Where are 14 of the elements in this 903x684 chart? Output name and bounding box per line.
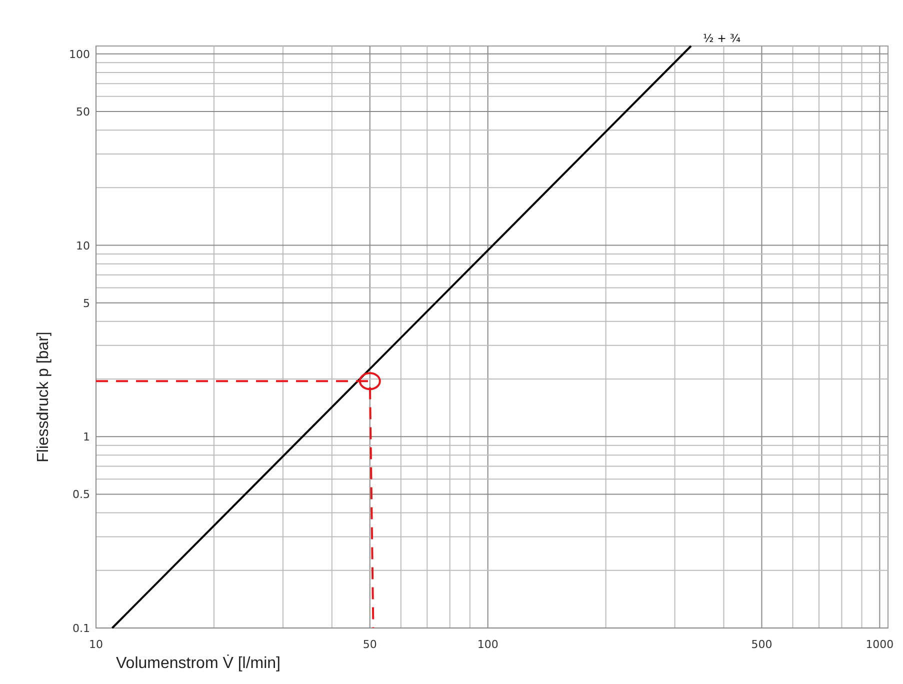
y-tick-label: 100 (69, 48, 90, 61)
y-tick-label: 50 (76, 106, 90, 119)
x-axis-title: Volumenstrom V̇ [l/min] (116, 654, 280, 672)
x-tick-label: 1000 (866, 638, 894, 651)
y-tick-label: 10 (76, 239, 90, 252)
y-tick-label: 5 (83, 296, 90, 310)
y-axis-title: Fliessdruck p [bar] (35, 332, 52, 462)
x-tick-label: 100 (477, 638, 498, 651)
x-tick-label: 50 (362, 638, 377, 651)
y-tick-label: 0.5 (72, 488, 90, 502)
y-tick-label: 0.1 (72, 622, 90, 635)
y-tick-label: 1 (83, 430, 90, 444)
series-label: ½ + ¾ (703, 32, 741, 45)
x-tick-label: 500 (751, 638, 772, 651)
